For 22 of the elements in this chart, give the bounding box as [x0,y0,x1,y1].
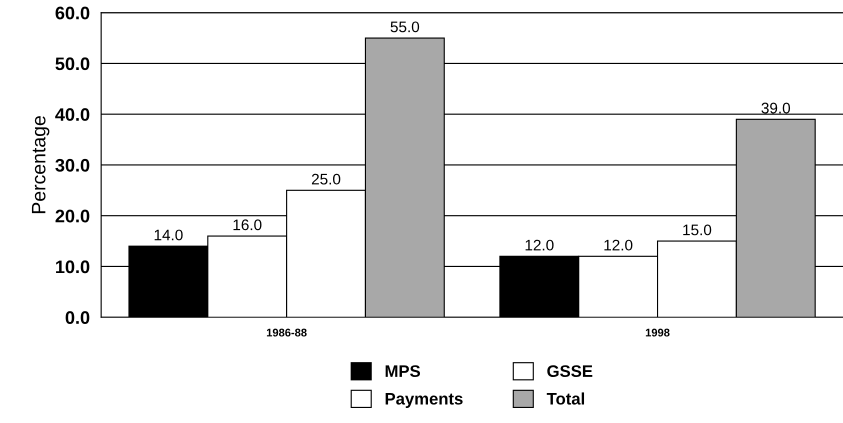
data-label: 12.0 [604,240,632,251]
data-label: 15.0 [683,224,712,236]
legend-label: GSSE [547,365,592,378]
data-label: 25.0 [312,174,340,185]
y-tick-label: 40.0 [55,108,90,121]
y-tick-label: 10.0 [56,260,90,274]
y-axis-title: Percentage [32,116,50,214]
data-label: 14.0 [154,230,183,240]
data-label: 55.0 [390,21,420,32]
y-tick-label: 20.0 [56,210,90,222]
data-label: 12.0 [526,240,554,251]
legend-label: MPS [386,365,420,378]
y-tick-label: 60.0 [56,6,90,20]
data-label: 39.0 [761,102,790,114]
x-tick-label: 1998 [646,328,670,337]
legend-label: Total [546,392,584,405]
data-label: 16.0 [234,219,262,230]
y-tick-label: 50.0 [55,57,90,70]
x-tick-label: 1986-88 [266,328,307,337]
y-tick-label: 0.0 [66,311,90,324]
legend-label: Payments [386,393,463,408]
y-tick-label: 30.0 [55,158,90,172]
